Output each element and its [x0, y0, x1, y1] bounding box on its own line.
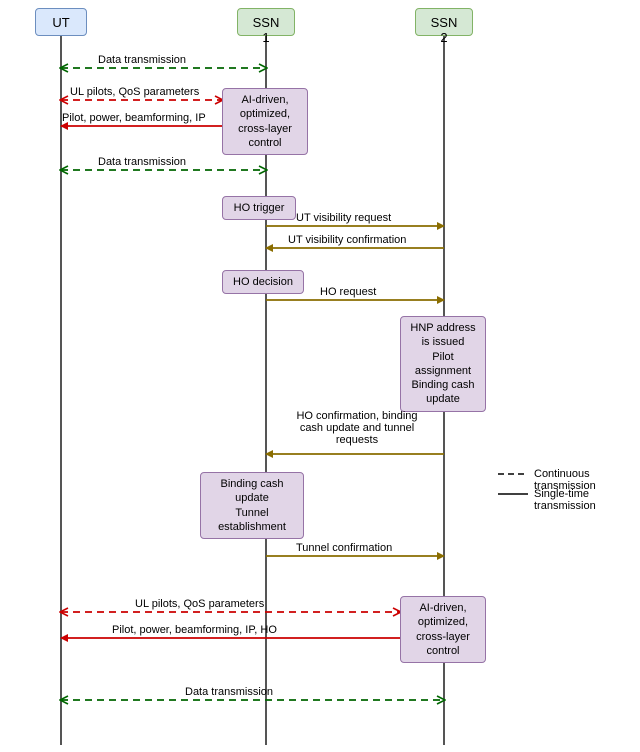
box-ai2: AI-driven,optimized,cross-layercontrol — [400, 596, 486, 663]
msg-label-0: Data transmission — [98, 54, 186, 66]
legend-solid: Single-time transmission — [534, 488, 640, 512]
lifeline-ssn1: SSN 1 — [237, 8, 295, 36]
msg-label-4: UT visibility request — [296, 212, 391, 224]
msg-label-11: Data transmission — [185, 686, 273, 698]
lifeline-ut: UT — [35, 8, 87, 36]
box-hnp: HNP addressis issuedPilotassignmentBindi… — [400, 316, 486, 412]
msg-label-5: UT visibility confirmation — [288, 234, 406, 246]
msg-label-3: Data transmission — [98, 156, 186, 168]
box-ai1: AI-driven,optimized,cross-layercontrol — [222, 88, 308, 155]
box-bind: Binding cashupdateTunnelestablishment — [200, 472, 304, 539]
msg-label-hoconf: HO confirmation, bindingcash update and … — [272, 410, 442, 446]
msg-label-9: UL pilots, QoS parameters — [135, 598, 264, 610]
msg-label-10: Pilot, power, beamforming, IP, HO — [112, 624, 277, 636]
msg-label-2: Pilot, power, beamforming, IP — [62, 112, 206, 124]
msg-label-8: Tunnel confirmation — [296, 542, 392, 554]
msg-label-6: HO request — [320, 286, 376, 298]
msg-label-1: UL pilots, QoS parameters — [70, 86, 199, 98]
lifeline-ssn2: SSN 2 — [415, 8, 473, 36]
box-ho_t: HO trigger — [222, 196, 296, 220]
box-ho_d: HO decision — [222, 270, 304, 294]
